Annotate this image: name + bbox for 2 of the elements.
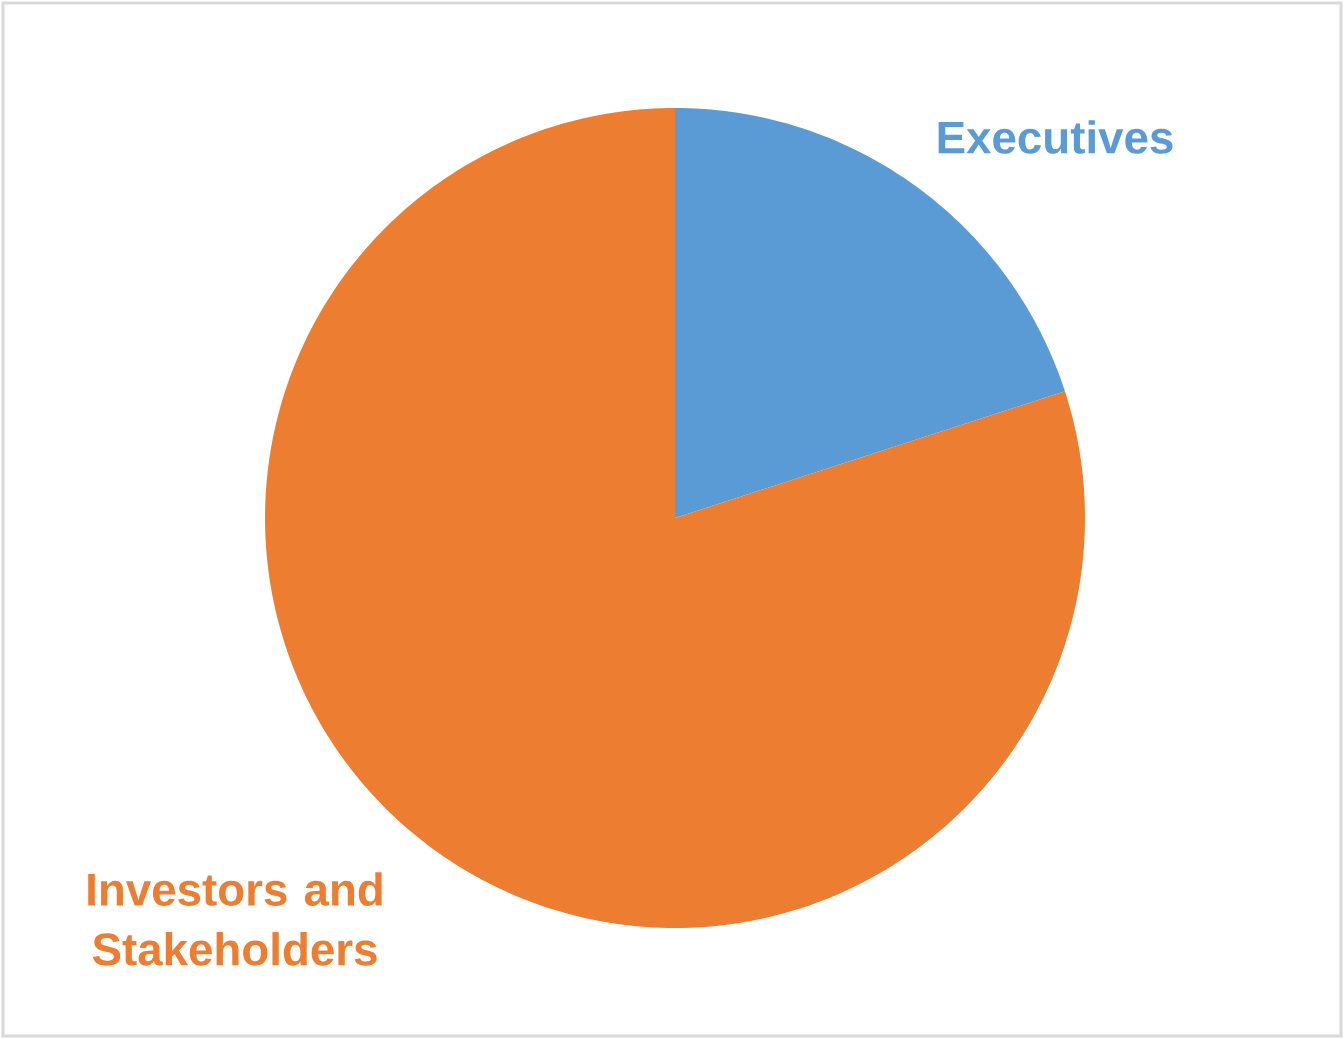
slice-label: Executives [938,120,1173,154]
slice-label: Investors and Stakeholders [88,872,382,966]
